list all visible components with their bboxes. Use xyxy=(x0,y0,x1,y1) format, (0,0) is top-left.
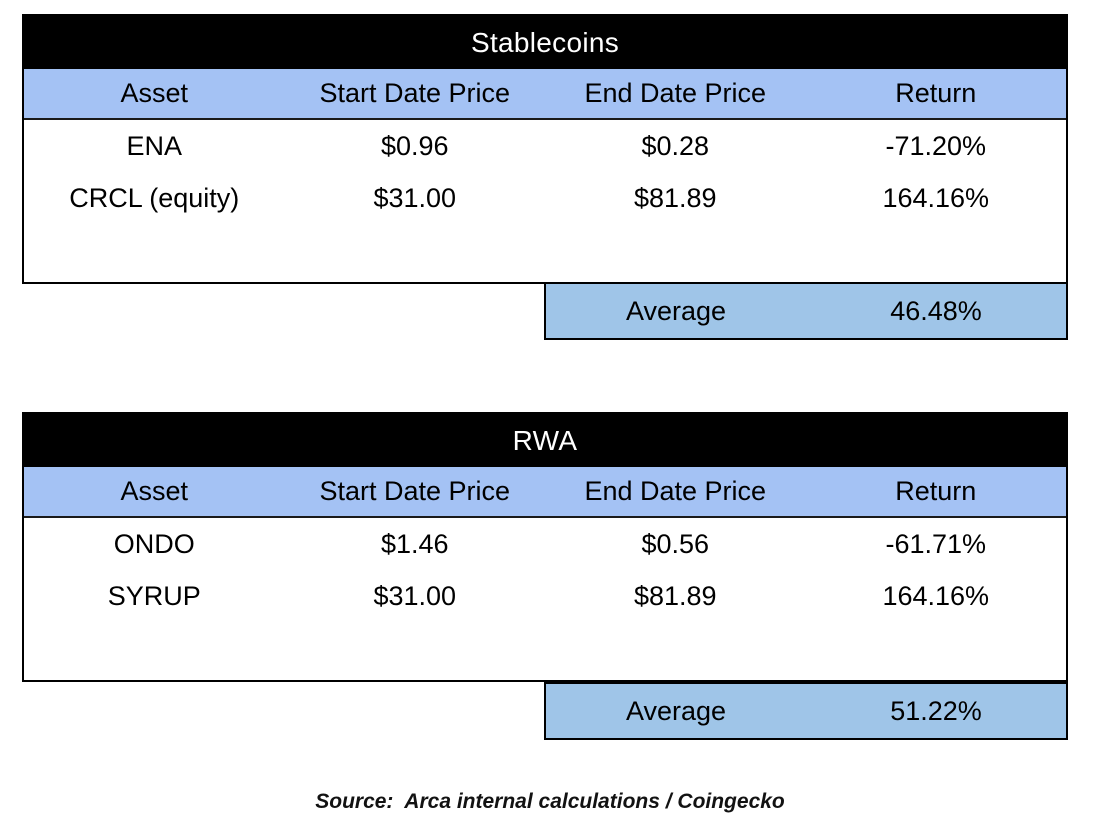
stablecoins-table: Stablecoins Asset Start Date Price End D… xyxy=(22,14,1068,284)
stablecoins-table-body: ENA $0.96 $0.28 -71.20% CRCL (equity) $3… xyxy=(24,120,1066,280)
rwa-table-body: ONDO $1.46 $0.56 -61.71% SYRUP $31.00 $8… xyxy=(24,518,1066,678)
column-header-start-date-price: Start Date Price xyxy=(319,78,511,108)
column-header-asset: Asset xyxy=(120,476,189,506)
cell-asset: ONDO xyxy=(113,528,195,559)
table-row: ENA $0.96 $0.28 -71.20% xyxy=(24,120,1066,172)
stablecoins-title-bar: Stablecoins xyxy=(24,16,1066,69)
cell-start-price: $1.46 xyxy=(380,528,449,559)
cell-start-price: $31.00 xyxy=(373,182,457,213)
column-header-end-date-price: End Date Price xyxy=(584,78,767,108)
cell-end-price: $0.56 xyxy=(641,528,710,559)
stablecoins-average-row: Average 46.48% xyxy=(544,282,1068,340)
rwa-title-bar: RWA xyxy=(24,414,1066,467)
table-title: RWA xyxy=(512,424,578,456)
table-row: ONDO $1.46 $0.56 -61.71% xyxy=(24,518,1066,570)
average-value: 46.48% xyxy=(890,295,982,326)
column-header-start-date-price: Start Date Price xyxy=(319,476,511,506)
cell-end-price: $81.89 xyxy=(633,580,717,611)
stablecoins-header-row: Asset Start Date Price End Date Price Re… xyxy=(24,69,1066,120)
average-label: Average xyxy=(625,295,727,326)
column-header-asset: Asset xyxy=(120,78,189,108)
average-value: 51.22% xyxy=(890,695,982,726)
column-header-return: Return xyxy=(895,476,977,506)
table-title: Stablecoins xyxy=(470,26,620,58)
table-row: SYRUP $31.00 $81.89 164.16% xyxy=(24,570,1066,622)
source-note: Source: Arca internal calculations / Coi… xyxy=(315,790,785,813)
rwa-average-row: Average 51.22% xyxy=(544,682,1068,740)
cell-start-price: $0.96 xyxy=(380,130,449,161)
cell-asset: CRCL (equity) xyxy=(69,182,240,213)
cell-return: 164.16% xyxy=(882,182,990,213)
table-row: CRCL (equity) $31.00 $81.89 164.16% xyxy=(24,172,1066,224)
cell-start-price: $31.00 xyxy=(373,580,457,611)
cell-asset: ENA xyxy=(126,130,183,161)
rwa-table: RWA Asset Start Date Price End Date Pric… xyxy=(22,412,1068,682)
cell-end-price: $0.28 xyxy=(641,130,710,161)
cell-return: -71.20% xyxy=(885,130,987,161)
cell-asset: SYRUP xyxy=(107,580,201,611)
average-label: Average xyxy=(625,695,727,726)
cell-end-price: $81.89 xyxy=(633,182,717,213)
column-header-end-date-price: End Date Price xyxy=(584,476,767,506)
cell-return: -61.71% xyxy=(885,528,987,559)
column-header-return: Return xyxy=(895,78,977,108)
cell-return: 164.16% xyxy=(882,580,990,611)
rwa-header-row: Asset Start Date Price End Date Price Re… xyxy=(24,467,1066,518)
